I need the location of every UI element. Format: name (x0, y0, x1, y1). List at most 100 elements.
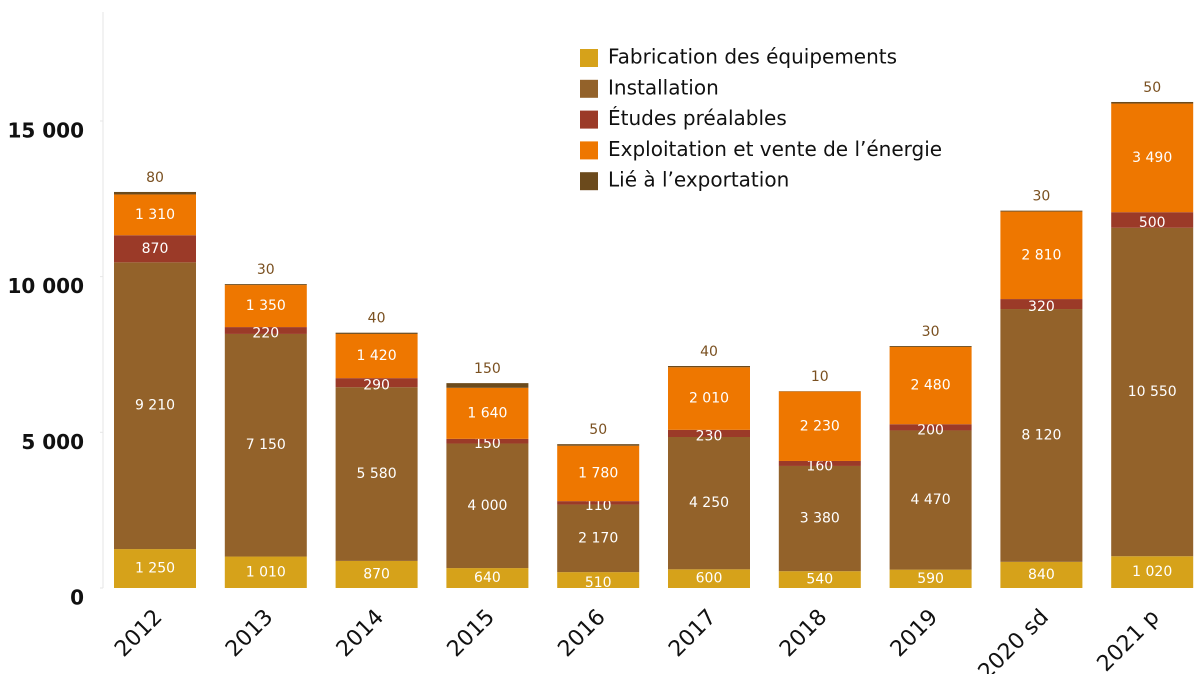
bar-segment (335, 560, 418, 588)
data-label: 2 170 (578, 530, 618, 546)
data-label: 1 020 (1132, 564, 1172, 580)
bar-segment (114, 235, 196, 263)
bar-segment (557, 444, 640, 446)
y-tick-label: 15 000 (7, 118, 84, 142)
bar-segment (1000, 211, 1083, 300)
bar-segment (668, 367, 750, 430)
bar-segment (889, 430, 972, 570)
bar-segment (1111, 103, 1194, 213)
data-label: 4 000 (467, 498, 507, 514)
x-tick-label: 2018 (775, 605, 832, 662)
bar-segment (335, 333, 418, 379)
bar-segment (1111, 101, 1194, 104)
bar-segment (889, 347, 972, 425)
data-label: 50 (589, 422, 607, 438)
legend-label: Exploitation et vente de l’énergie (608, 137, 942, 161)
bar-segment (557, 504, 640, 573)
bar-segment (114, 549, 196, 588)
data-label: 1 010 (246, 564, 286, 580)
data-label: 200 (917, 422, 944, 438)
data-label: 5 580 (357, 466, 397, 482)
bar-segment (1111, 212, 1194, 228)
data-label: 600 (696, 571, 723, 587)
bar-segment (446, 443, 529, 569)
x-tick-label: 2015 (443, 605, 500, 662)
bar-segment (114, 262, 196, 550)
x-tick-label: 2019 (886, 605, 943, 662)
x-tick-label: 2012 (110, 605, 167, 662)
data-label: 10 550 (1128, 384, 1177, 400)
data-label: 290 (363, 378, 390, 394)
bar-segment (114, 191, 196, 195)
data-label: 7 150 (246, 437, 286, 453)
bar-segment (668, 429, 750, 437)
data-label: 1 780 (578, 465, 618, 481)
bar-segment (557, 445, 640, 502)
bar-segment (557, 572, 640, 588)
bar-segment (335, 378, 418, 388)
bar-segment (668, 366, 750, 368)
legend-label: Études préalables (608, 106, 787, 130)
data-label: 2 010 (689, 391, 729, 407)
bar-segment (889, 424, 972, 431)
data-label: 3 380 (800, 511, 840, 527)
data-label: 2 810 (1021, 247, 1061, 263)
x-tick-label: 2016 (553, 605, 610, 662)
bar-segment (668, 436, 750, 570)
bar-segment (224, 284, 307, 286)
bar-segment (224, 327, 307, 334)
data-label: 150 (474, 361, 501, 377)
legend-label: Lié à l’exportation (608, 168, 789, 192)
bar-segment (1000, 210, 1083, 212)
data-label: 40 (700, 344, 718, 360)
data-label: 590 (917, 571, 944, 587)
legend-swatch (580, 49, 598, 67)
bar-segment (335, 332, 418, 334)
bar-segment (224, 333, 307, 557)
data-label: 230 (696, 428, 723, 444)
data-label: 510 (585, 575, 612, 591)
x-tick-label: 2013 (221, 605, 278, 662)
data-label: 840 (1028, 567, 1055, 583)
bar-segment (1111, 556, 1194, 588)
bar-segment (889, 346, 972, 348)
data-label: 1 350 (246, 298, 286, 314)
bar-segment (224, 285, 307, 328)
bar-segment (778, 460, 861, 466)
y-tick-label: 5 000 (21, 430, 84, 454)
data-label: 30 (1032, 189, 1050, 205)
data-label: 640 (474, 570, 501, 586)
data-label: 9 210 (135, 398, 175, 414)
x-tick-label: 2017 (664, 605, 721, 662)
bar-segment (778, 465, 861, 572)
bar-segment (335, 387, 418, 561)
data-label: 2 480 (911, 378, 951, 394)
data-label: 30 (922, 324, 940, 340)
data-label: 150 (474, 436, 501, 452)
bar-segment (1000, 299, 1083, 310)
data-label: 870 (363, 566, 390, 582)
x-tick-label: 2014 (332, 605, 389, 662)
bar-segment (446, 568, 529, 588)
data-label: 540 (806, 572, 833, 588)
data-label: 4 470 (911, 492, 951, 508)
bar-segment (446, 438, 529, 444)
bar-segment (446, 387, 529, 439)
data-label: 870 (142, 241, 169, 257)
x-tick-label: 2021 p (1093, 605, 1165, 674)
bar-segment (1000, 561, 1083, 588)
data-label: 1 310 (135, 207, 175, 223)
legend-label: Fabrication des équipements (608, 45, 897, 69)
bar-segment (114, 194, 196, 236)
bar-segment (1111, 227, 1194, 557)
data-label: 500 (1139, 215, 1166, 231)
legend-swatch (580, 172, 598, 191)
bar-segment (224, 556, 307, 588)
bar-segment (778, 391, 861, 461)
data-label: 10 (811, 369, 829, 385)
data-label: 1 250 (135, 561, 175, 577)
bar-segment (889, 569, 972, 588)
data-label: 1 640 (467, 405, 507, 421)
bar-segment (778, 571, 861, 588)
